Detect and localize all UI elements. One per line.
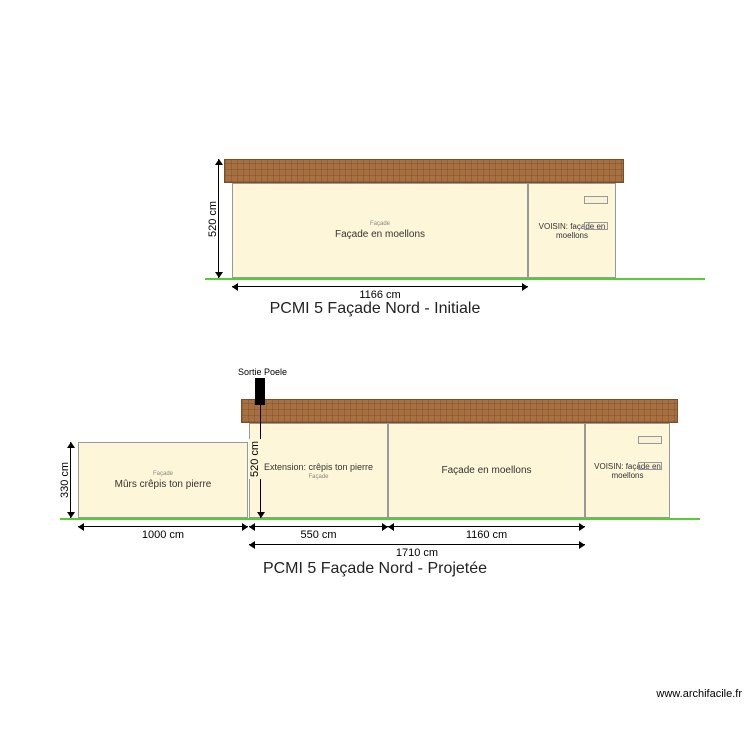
wall-extension-projetee: Extension: crêpis ton pierre Façade — [249, 423, 388, 518]
window-rect — [584, 196, 608, 204]
wall-garage-projetee: Façade Mûrs crêpis ton pierre — [78, 442, 248, 518]
wall-label: Extension: crêpis ton pierre — [264, 462, 373, 472]
dim-1000: 1000 cm — [78, 526, 248, 527]
title-projetee: PCMI 5 Façade Nord - Projetée — [263, 560, 487, 578]
roof-projetee — [241, 399, 678, 423]
dim-label: 1000 cm — [142, 529, 184, 541]
wall-label: Façade en moellons — [335, 229, 425, 240]
dim-520-initiale: 520 cm — [218, 159, 219, 278]
ground-line-projetee — [60, 518, 700, 520]
window-rect — [584, 222, 608, 230]
roof-initiale — [224, 159, 624, 183]
dim-label: 330 cm — [59, 462, 71, 498]
dim-1710: 1710 cm — [249, 544, 585, 545]
dim-label: 520 cm — [207, 200, 219, 236]
dim-label: 1710 cm — [396, 547, 438, 559]
title-initiale: PCMI 5 Façade Nord - Initiale — [270, 300, 481, 318]
chimney-label: Sortie Poele — [238, 367, 287, 377]
dim-520-projetee: 520 cm — [260, 399, 261, 518]
wall-label: Façade en moellons — [441, 465, 531, 476]
dim-label: 520 cm — [249, 438, 261, 478]
dim-label: 550 cm — [300, 529, 336, 541]
ground-line-initiale — [205, 278, 705, 280]
wall-sublabel: Façade — [370, 221, 390, 227]
wall-moellons-projetee: Façade en moellons — [388, 423, 585, 518]
wall-sublabel: Façade — [308, 474, 328, 480]
wall-label: Mûrs crêpis ton pierre — [115, 479, 212, 490]
wall-sublabel: Façade — [153, 471, 173, 477]
diagram-canvas: { "diagram": { "watermark": "www.archifa… — [0, 0, 750, 750]
dim-1160: 1160 cm — [388, 526, 585, 527]
dim-550: 550 cm — [249, 526, 388, 527]
dim-label: 1160 cm — [466, 529, 507, 541]
window-rect — [638, 436, 662, 444]
window-rect — [638, 462, 662, 470]
dim-330: 330 cm — [70, 442, 71, 518]
watermark: www.archifacile.fr — [656, 688, 742, 700]
wall-moellons-initiale: Façade Façade en moellons — [232, 183, 528, 278]
dim-1166: 1166 cm — [232, 286, 528, 287]
